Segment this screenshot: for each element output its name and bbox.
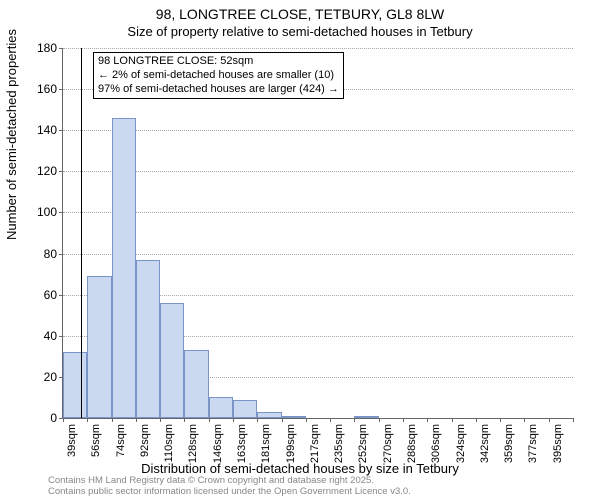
- attribution-line2: Contains public sector information licen…: [48, 487, 411, 498]
- xtick-mark: [136, 418, 137, 422]
- ytick-mark: [59, 212, 63, 213]
- xtick-label: 395sqm: [552, 424, 564, 463]
- xtick-label: 110sqm: [163, 424, 175, 462]
- histogram-bar: [184, 350, 208, 418]
- xtick-mark: [112, 418, 113, 422]
- histogram-bar: [136, 260, 160, 418]
- xtick-label: 163sqm: [236, 424, 248, 463]
- gridline: [63, 212, 573, 213]
- histogram-bar: [233, 400, 257, 419]
- xtick-mark: [257, 418, 258, 422]
- histogram-bar: [112, 118, 136, 418]
- ytick-mark: [59, 171, 63, 172]
- ytick-mark: [59, 336, 63, 337]
- xtick-label: 146sqm: [212, 424, 224, 463]
- x-axis-label: Distribution of semi-detached houses by …: [0, 461, 600, 476]
- xtick-mark: [306, 418, 307, 422]
- xtick-label: 377sqm: [527, 424, 539, 463]
- xtick-mark: [476, 418, 477, 422]
- xtick-mark: [549, 418, 550, 422]
- xtick-mark: [63, 418, 64, 422]
- ytick-mark: [59, 254, 63, 255]
- xtick-label: 235sqm: [333, 424, 345, 463]
- ytick-mark: [59, 295, 63, 296]
- xtick-mark: [573, 418, 574, 422]
- xtick-mark: [500, 418, 501, 422]
- ytick-label: 60: [44, 288, 57, 302]
- ytick-label: 80: [44, 247, 57, 261]
- xtick-label: 324sqm: [455, 424, 467, 463]
- ytick-label: 180: [37, 41, 57, 55]
- annotation-line2: 97% of semi-detached houses are larger (…: [98, 83, 339, 97]
- histogram-bar: [160, 303, 184, 418]
- ytick-mark: [59, 89, 63, 90]
- histogram-bar: [87, 276, 111, 418]
- xtick-label: 270sqm: [382, 424, 394, 463]
- chart-subtitle: Size of property relative to semi-detach…: [0, 24, 600, 39]
- xtick-label: 288sqm: [406, 424, 418, 463]
- attribution: Contains HM Land Registry data © Crown c…: [48, 476, 411, 498]
- annotation-line1: ← 2% of semi-detached houses are smaller…: [98, 69, 339, 83]
- xtick-label: 306sqm: [430, 424, 442, 463]
- ytick-label: 140: [37, 123, 57, 137]
- xtick-label: 181sqm: [260, 424, 272, 463]
- gridline: [63, 130, 573, 131]
- xtick-mark: [184, 418, 185, 422]
- ytick-mark: [59, 48, 63, 49]
- xtick-label: 359sqm: [503, 424, 515, 463]
- gridline: [63, 48, 573, 49]
- ytick-label: 160: [37, 82, 57, 96]
- histogram-bar: [354, 416, 378, 418]
- xtick-mark: [282, 418, 283, 422]
- histogram-bar: [63, 352, 87, 418]
- xtick-mark: [452, 418, 453, 422]
- xtick-label: 128sqm: [187, 424, 199, 463]
- xtick-label: 56sqm: [90, 424, 102, 457]
- chart-title: 98, LONGTREE CLOSE, TETBURY, GL8 8LW: [0, 6, 600, 22]
- histogram-bar: [209, 397, 233, 418]
- ytick-label: 20: [44, 370, 57, 384]
- xtick-label: 92sqm: [139, 424, 151, 457]
- histogram-bar: [282, 416, 306, 418]
- xtick-mark: [160, 418, 161, 422]
- ytick-label: 100: [37, 205, 57, 219]
- xtick-mark: [379, 418, 380, 422]
- xtick-mark: [87, 418, 88, 422]
- property-size-chart: { "title": "98, LONGTREE CLOSE, TETBURY,…: [0, 0, 600, 500]
- plot-area: 02040608010012014016018039sqm56sqm74sqm9…: [62, 48, 573, 419]
- xtick-mark: [233, 418, 234, 422]
- y-axis-label: Number of semi-detached properties: [4, 29, 19, 240]
- reference-line: [81, 48, 82, 418]
- ytick-mark: [59, 130, 63, 131]
- xtick-mark: [403, 418, 404, 422]
- gridline: [63, 171, 573, 172]
- xtick-mark: [354, 418, 355, 422]
- xtick-mark: [209, 418, 210, 422]
- xtick-label: 217sqm: [309, 424, 321, 463]
- xtick-label: 39sqm: [66, 424, 78, 457]
- annotation-header: 98 LONGTREE CLOSE: 52sqm: [98, 55, 339, 69]
- xtick-mark: [427, 418, 428, 422]
- xtick-mark: [524, 418, 525, 422]
- ytick-label: 120: [37, 164, 57, 178]
- gridline: [63, 254, 573, 255]
- xtick-label: 252sqm: [357, 424, 369, 463]
- annotation-box: 98 LONGTREE CLOSE: 52sqm ← 2% of semi-de…: [93, 52, 344, 99]
- ytick-label: 0: [50, 411, 57, 425]
- ytick-label: 40: [44, 329, 57, 343]
- xtick-mark: [330, 418, 331, 422]
- xtick-label: 199sqm: [285, 424, 297, 463]
- xtick-label: 74sqm: [115, 424, 127, 457]
- histogram-bar: [257, 412, 281, 418]
- xtick-label: 342sqm: [479, 424, 491, 463]
